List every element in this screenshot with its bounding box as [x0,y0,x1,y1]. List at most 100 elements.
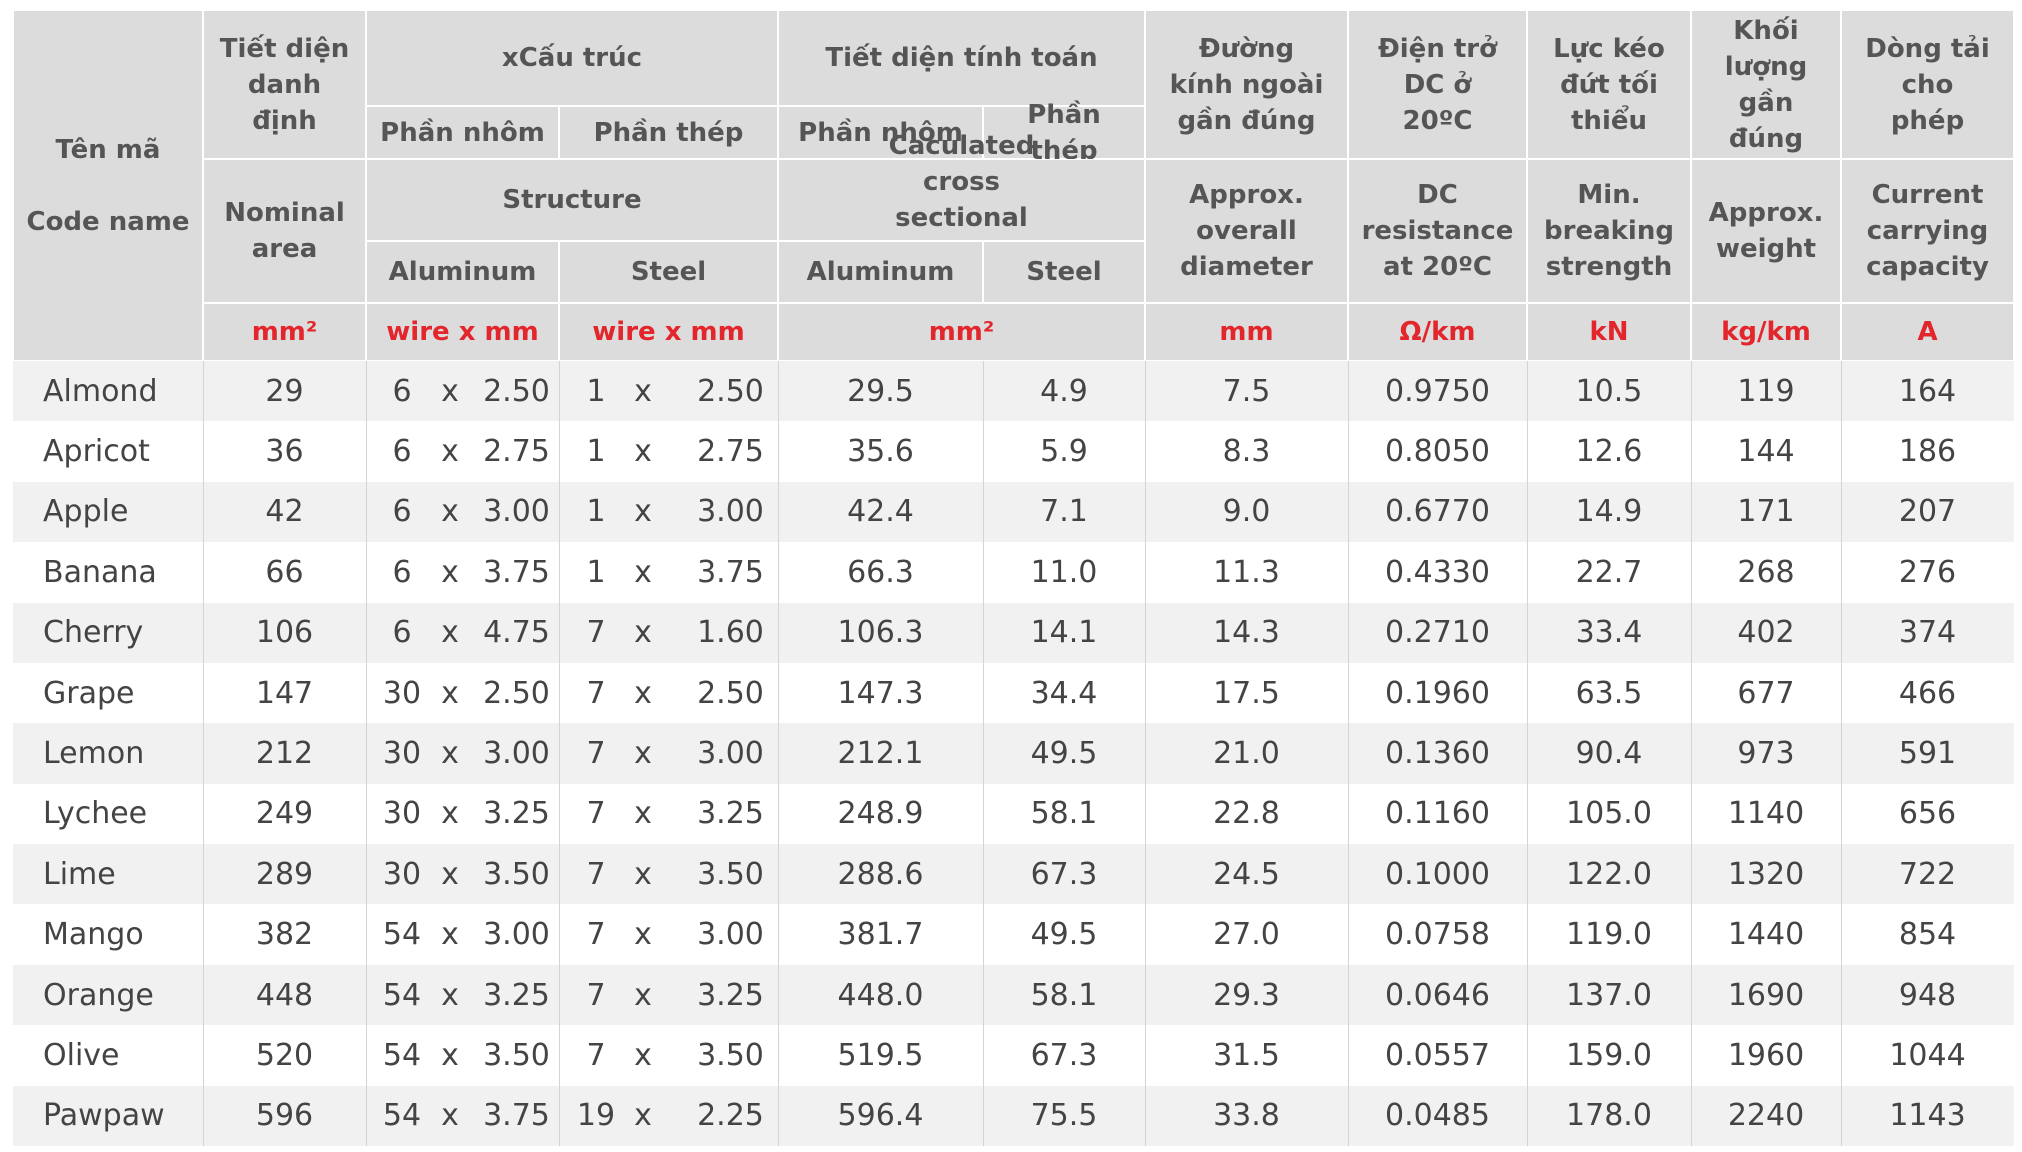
al-diameter: 3.00 [483,494,550,530]
al-wires: 30 [382,675,422,711]
breaking-strength: 105.0 [1566,796,1652,832]
header-group-vi: Tiết diện tính toán [778,10,1145,106]
header-unit: kg/km [1691,303,1841,361]
nominal-area: 147 [255,675,314,711]
st-area: 49.5 [1030,917,1098,953]
st-diameter: 2.75 [697,434,764,470]
al-diameter: 2.50 [483,373,550,409]
nominal-area: 448 [255,977,314,1013]
multiply-sign: x [634,434,652,470]
current: 164 [1898,373,1957,409]
st-area: 11.0 [1030,554,1098,590]
st-wires: 7 [586,675,606,711]
header-label-vi: Khối lượng gần đúng [1691,10,1841,159]
code-name: Olive [43,1037,120,1073]
st-wires: 7 [586,856,606,892]
st-diameter: 3.25 [697,977,764,1013]
multiply-sign: x [441,434,459,470]
header-unit: Ω/km [1348,303,1527,361]
code-name: Lychee [43,796,148,832]
multiply-sign: x [441,977,459,1013]
current: 186 [1898,434,1957,470]
dc-resistance: 0.8050 [1385,434,1490,470]
al-diameter: 3.00 [483,917,550,953]
multiply-sign: x [634,494,652,530]
al-diameter: 3.25 [483,796,550,832]
current: 466 [1898,675,1957,711]
st-wires: 7 [586,615,606,651]
code-name: Grape [43,675,135,711]
dc-resistance: 0.1360 [1385,735,1490,771]
header-label-vi: Đường kính ngoài gần đúng [1145,10,1348,159]
header-code-name: Tên mã Code name [13,10,203,361]
al-diameter: 3.50 [483,1037,550,1073]
overall-diameter: 29.3 [1213,977,1280,1013]
code-name: Pawpaw [43,1098,165,1134]
multiply-sign: x [634,977,652,1013]
multiply-sign: x [634,1098,652,1134]
overall-diameter: 14.3 [1213,615,1280,651]
header-label-vi: Phần thép [559,106,778,159]
multiply-sign: x [441,1098,459,1134]
header-label-en: Nominal area [203,159,366,303]
column-separator [366,361,367,1146]
al-area: 288.6 [837,856,924,892]
al-area: 248.9 [837,796,924,832]
overall-diameter: 24.5 [1213,856,1280,892]
header-label-en: Code name [26,206,190,237]
dc-resistance: 0.6770 [1385,494,1490,530]
table-row [13,542,2014,603]
weight: 268 [1737,554,1795,590]
al-area: 35.6 [847,434,914,470]
weight: 1320 [1727,856,1805,892]
column-separator [203,361,204,1146]
header-label-vi: Phần nhôm [778,106,983,159]
dc-resistance: 0.0646 [1385,977,1490,1013]
st-wires: 19 [576,1098,616,1134]
current: 591 [1898,735,1957,771]
dc-resistance: 0.0485 [1385,1098,1490,1134]
overall-diameter: 8.3 [1222,434,1271,470]
header-unit: mm² [778,303,1145,361]
overall-diameter: 11.3 [1213,554,1280,590]
al-diameter: 3.25 [483,977,550,1013]
current: 207 [1898,494,1957,530]
header-unit: kN [1527,303,1691,361]
header-label-en: Approx. overall diameter [1145,159,1348,303]
dc-resistance: 0.0557 [1385,1037,1490,1073]
al-wires: 54 [382,977,422,1013]
st-diameter: 3.50 [697,1037,764,1073]
overall-diameter: 33.8 [1213,1098,1280,1134]
header-label-vi: Tiết diện danh định [203,10,366,159]
table-row [13,602,2014,663]
current: 722 [1898,856,1957,892]
breaking-strength: 178.0 [1566,1098,1652,1134]
nominal-area: 36 [265,434,304,470]
table-row [13,1085,2014,1146]
column-separator [1841,361,1842,1146]
breaking-strength: 122.0 [1566,856,1652,892]
table-row [13,662,2014,724]
column-separator [778,361,779,1146]
current: 948 [1898,977,1957,1013]
header-label-en: Aluminum [366,241,559,303]
multiply-sign: x [634,615,652,651]
header-label-vi: Tên mã [55,134,161,165]
st-diameter: 2.50 [697,373,764,409]
al-wires: 6 [392,434,412,470]
column-separator [559,361,560,1146]
nominal-area: 42 [265,494,304,530]
weight: 119 [1737,373,1795,409]
current: 1044 [1889,1037,1966,1073]
overall-diameter: 9.0 [1222,494,1271,530]
header-group-en: Caculated cross sectional area [778,131,1145,269]
nominal-area: 106 [255,615,314,651]
st-wires: 7 [586,917,606,953]
dc-resistance: 0.4330 [1385,554,1490,590]
st-diameter: 3.00 [697,494,764,530]
multiply-sign: x [441,615,459,651]
breaking-strength: 63.5 [1575,675,1643,711]
st-area: 67.3 [1030,856,1098,892]
weight: 1690 [1727,977,1805,1013]
